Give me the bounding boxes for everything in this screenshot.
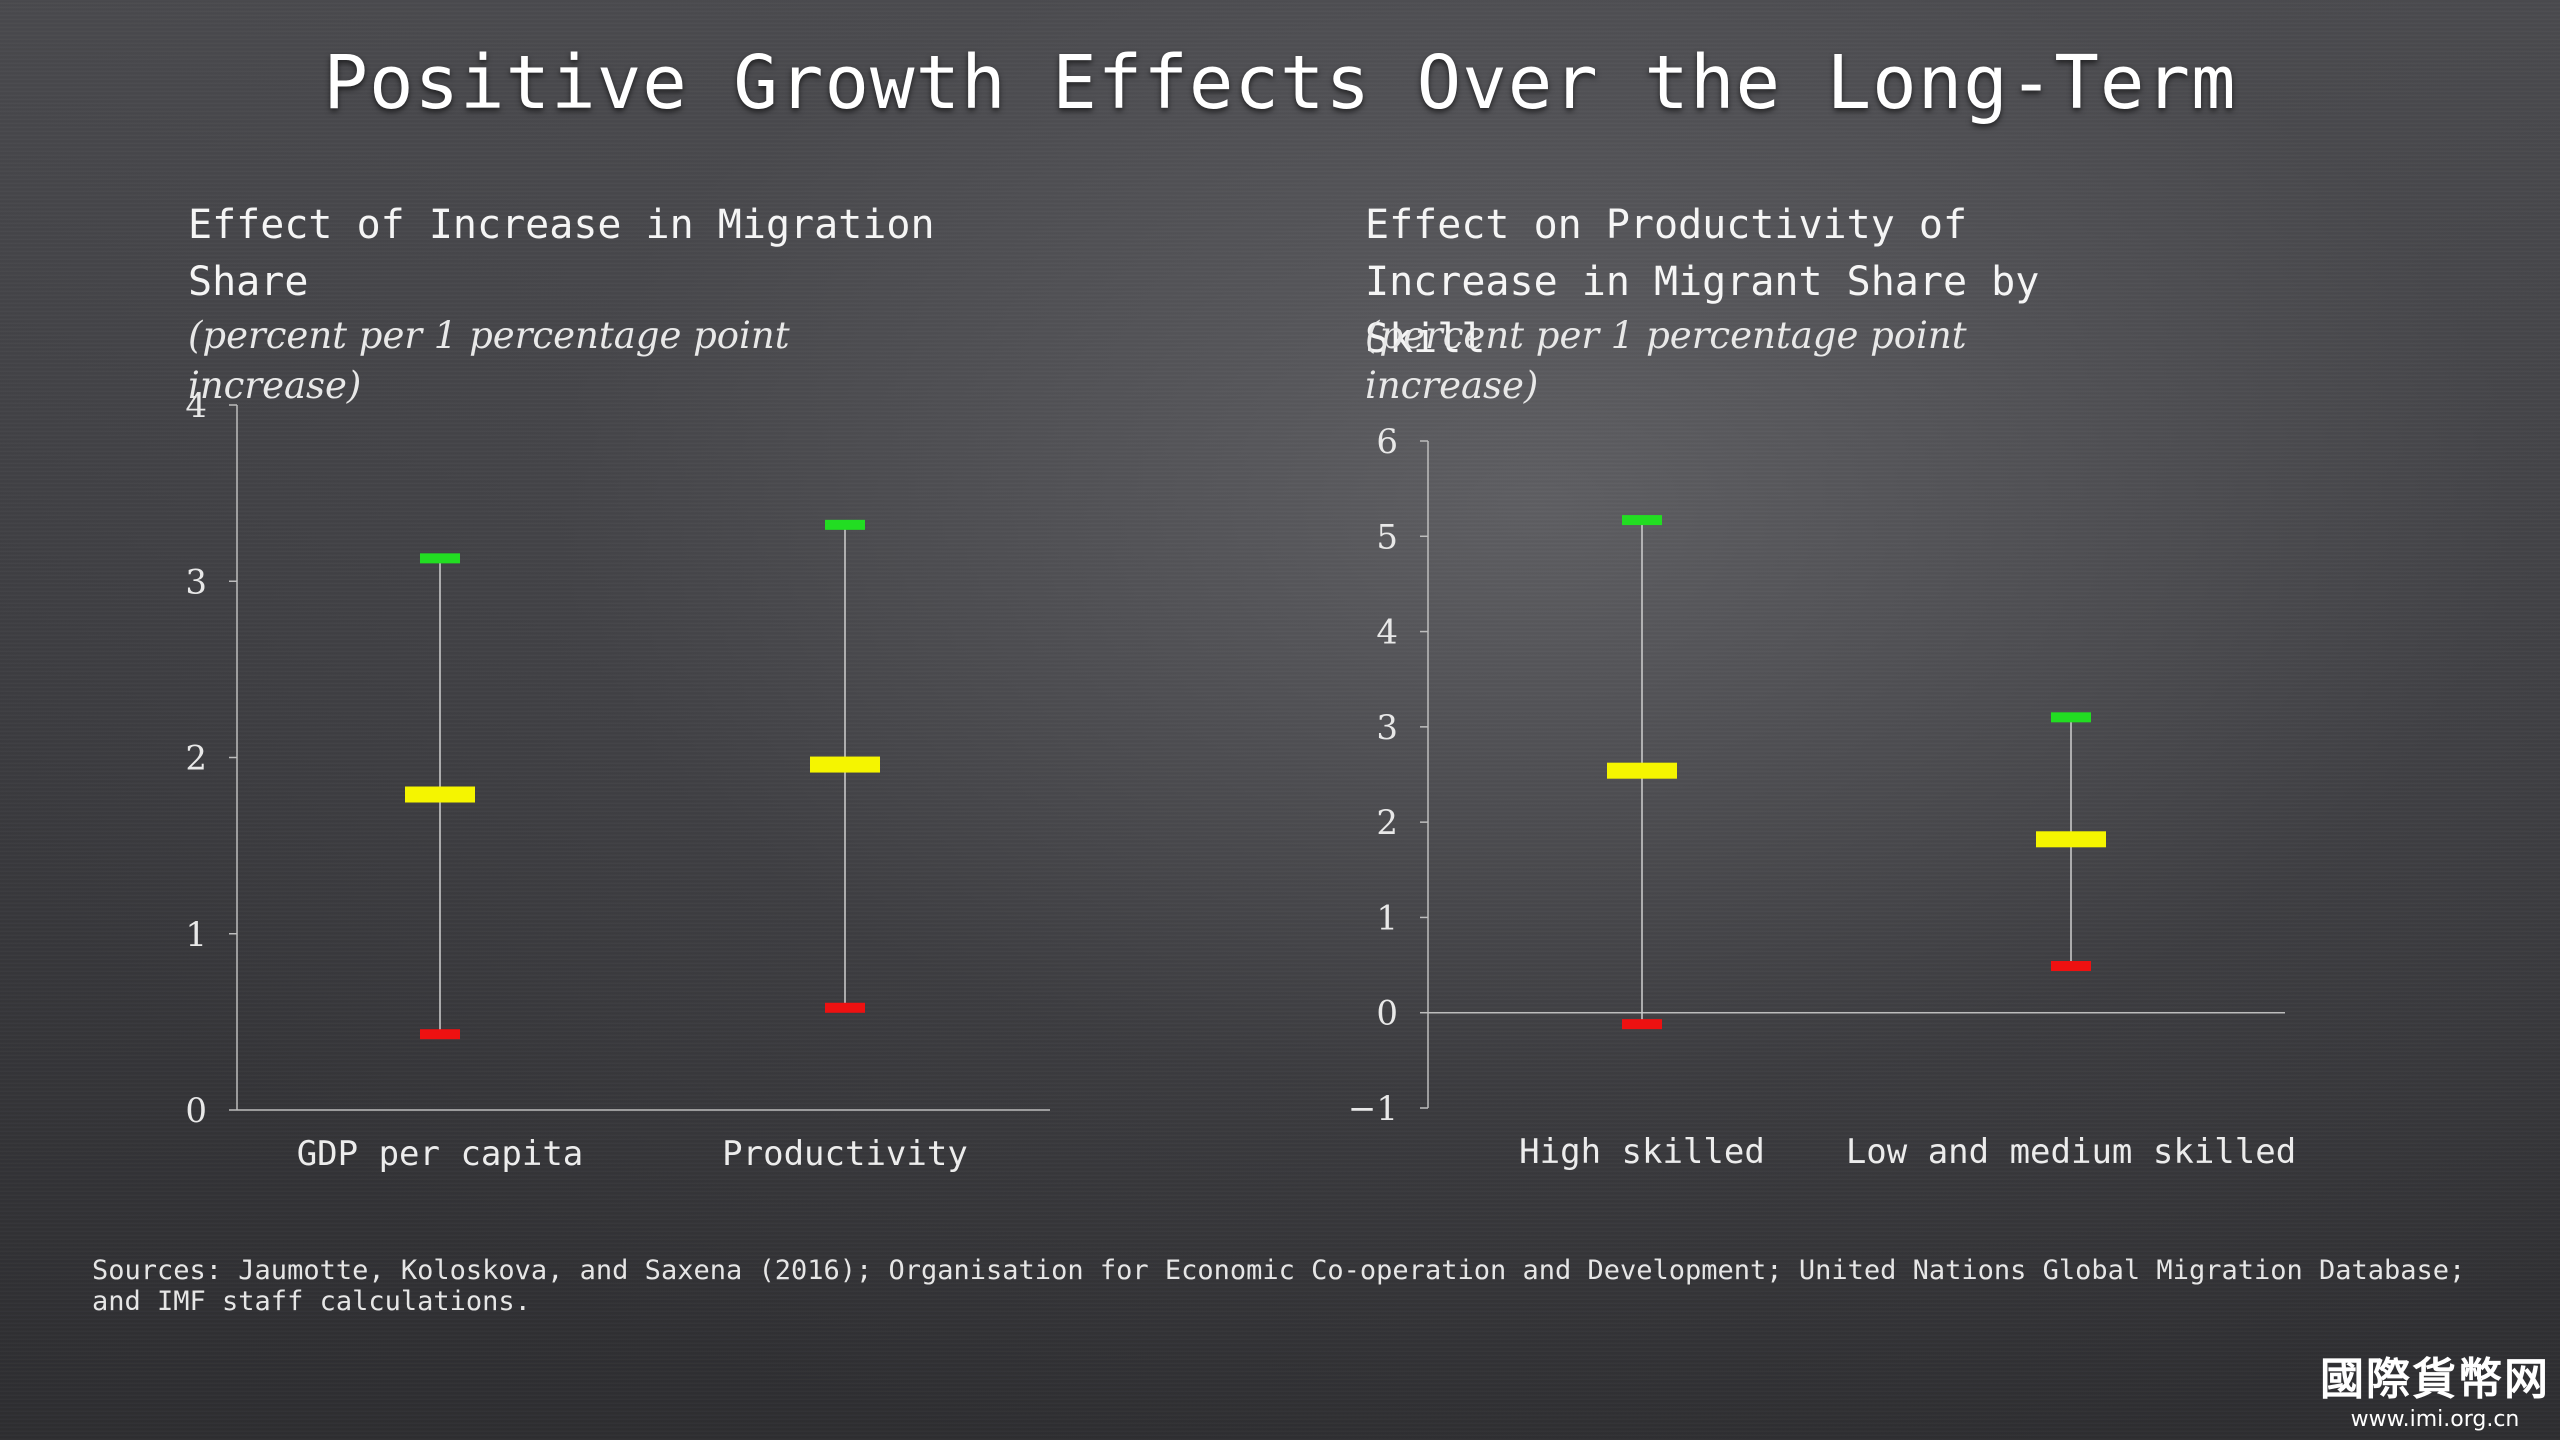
category-label: Productivity <box>722 1134 968 1174</box>
chart-title-productivity-by-skill: Effect on Productivity of Increase in Mi… <box>1365 202 2040 362</box>
sources-note: Sources: Jaumotte, Koloskova, and Saxena… <box>92 1255 2466 1317</box>
y-tick-label: 2 <box>185 739 207 779</box>
point-estimate-mark <box>810 756 880 773</box>
lower-bound-mark <box>420 1029 460 1040</box>
slide-title: Positive Growth Effects Over the Long-Te… <box>323 40 2237 126</box>
y-tick-label: 3 <box>185 562 207 602</box>
y-tick-label: 1 <box>185 915 207 955</box>
imi-logo: 國際貨幣网 www.imi.org.cn <box>2320 1343 2550 1432</box>
y-tick-label: 4 <box>185 386 207 426</box>
upper-bound-mark <box>420 553 460 564</box>
point-estimate-mark <box>405 786 475 803</box>
category-label: GDP per capita <box>297 1134 584 1174</box>
logo-url: www.imi.org.cn <box>2350 1407 2520 1432</box>
y-tick-label: 0 <box>185 1091 207 1131</box>
upper-bound-mark <box>825 519 865 530</box>
chart-subtitle-productivity-by-skill: (percent per 1 percentage point increase… <box>1365 314 1967 407</box>
lower-bound-mark <box>825 1002 865 1013</box>
chart-subtitle-migration-share: (percent per 1 percentage point increase… <box>188 314 790 407</box>
chart-title-migration-share: Effect of Increase in Migration Share <box>188 202 935 305</box>
logo-mark: 國際貨幣网 <box>2320 1354 2550 1405</box>
